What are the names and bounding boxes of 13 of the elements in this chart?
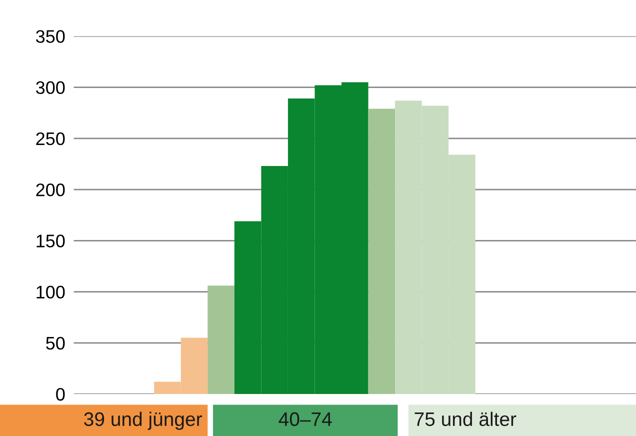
text: 40–74 [278, 412, 332, 426]
y-tick-label: 100 [36, 286, 65, 298]
text: 39 und jünger [84, 412, 202, 430]
y-tick-label: 350 [36, 30, 65, 43]
y-tick-label: 250 [36, 132, 65, 146]
bar [208, 286, 234, 394]
text: 75 und älter [414, 412, 516, 426]
y-tick-label: 150 [36, 234, 65, 248]
bar [368, 108, 396, 394]
y-tick-label: 0 [56, 388, 65, 401]
y-tick-label: 200 [36, 183, 65, 196]
y-tick-label: 300 [36, 81, 65, 94]
y-tick-label: 50 [46, 336, 65, 350]
